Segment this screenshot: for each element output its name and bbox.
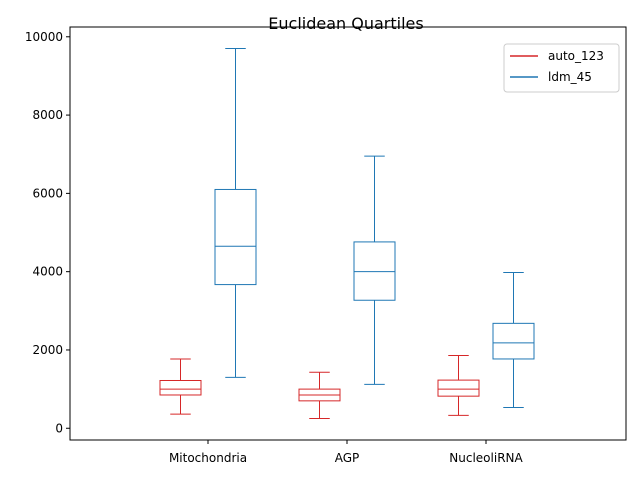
box-body	[214, 188, 257, 286]
box-auto_123-AGP	[298, 371, 341, 419]
x-tick-label: NucleoliRNA	[449, 451, 523, 465]
x-tick-label: Mitochondria	[169, 451, 247, 465]
box-ldm_45-Mitochondria	[214, 48, 257, 378]
box-ldm_45-NucleoliRNA	[492, 271, 535, 409]
legend: auto_123 ldm_45	[503, 43, 620, 93]
box-auto_123-Mitochondria	[159, 358, 202, 415]
chart-title: Euclidean Quartiles	[268, 14, 423, 33]
x-axis: Mitochondria AGP NucleoliRNA	[169, 440, 524, 465]
box-auto_123-NucleoliRNA	[437, 354, 480, 416]
legend-label: ldm_45	[548, 70, 592, 84]
y-axis: 0 2000 4000 6000 8000 10000	[25, 30, 70, 435]
y-tick-label: 10000	[25, 30, 63, 44]
x-tick-label: AGP	[335, 451, 360, 465]
box-body	[437, 379, 480, 397]
y-tick-label: 6000	[32, 186, 63, 200]
box-body	[353, 241, 396, 301]
y-tick-label: 0	[55, 421, 63, 435]
plot-marks	[159, 48, 535, 419]
box-ldm_45-AGP	[353, 155, 396, 385]
y-tick-label: 4000	[32, 265, 63, 279]
y-tick-label: 8000	[32, 108, 63, 122]
box-body	[492, 322, 535, 360]
y-tick-label: 2000	[32, 343, 63, 357]
legend-label: auto_123	[548, 49, 604, 63]
box-body	[159, 379, 202, 396]
plot-frame	[69, 26, 627, 441]
